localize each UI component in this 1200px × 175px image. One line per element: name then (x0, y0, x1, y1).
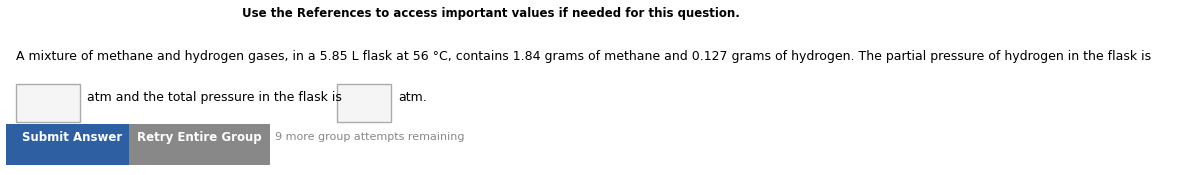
FancyBboxPatch shape (128, 124, 270, 165)
Text: 9 more group attempts remaining: 9 more group attempts remaining (275, 132, 464, 142)
FancyBboxPatch shape (6, 124, 138, 165)
Text: atm and the total pressure in the flask is: atm and the total pressure in the flask … (88, 91, 342, 104)
Text: atm.: atm. (398, 91, 427, 104)
FancyBboxPatch shape (337, 84, 391, 122)
Text: A mixture of methane and hydrogen gases, in a 5.85 L flask at 56 °C, contains 1.: A mixture of methane and hydrogen gases,… (16, 50, 1151, 63)
Text: Submit Answer: Submit Answer (22, 131, 122, 144)
Text: Use the References to access important values if needed for this question.: Use the References to access important v… (241, 6, 739, 20)
Text: Retry Entire Group: Retry Entire Group (137, 131, 262, 144)
FancyBboxPatch shape (16, 84, 79, 122)
